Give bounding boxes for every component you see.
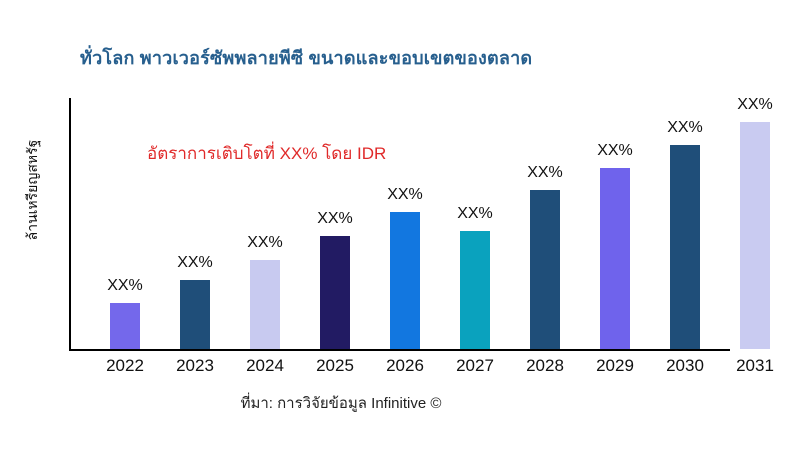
y-axis-line (69, 98, 71, 351)
bar-value-label-2023: XX% (177, 254, 213, 271)
x-tick-2026: 2026 (386, 356, 424, 375)
bar-2022 (110, 303, 140, 349)
bar-2031 (740, 122, 770, 349)
x-tick-2031: 2031 (736, 356, 774, 375)
x-tick-2027: 2027 (456, 356, 494, 375)
bar-2028 (530, 190, 560, 349)
x-tick-2029: 2029 (596, 356, 634, 375)
x-tick-2023: 2023 (176, 356, 214, 375)
bar-value-label-2027: XX% (457, 205, 493, 222)
bar-value-label-2026: XX% (387, 186, 423, 203)
bar-2023 (180, 280, 210, 349)
x-tick-2024: 2024 (246, 356, 284, 375)
bar-value-label-2029: XX% (597, 142, 633, 159)
bar-value-label-2025: XX% (317, 210, 353, 227)
bar-2030 (670, 145, 700, 349)
bar-2024 (250, 260, 280, 349)
bar-value-label-2022: XX% (107, 277, 143, 294)
bar-2027 (460, 231, 490, 349)
x-tick-2028: 2028 (526, 356, 564, 375)
x-tick-2025: 2025 (316, 356, 354, 375)
bar-2026 (390, 212, 420, 349)
x-tick-2022: 2022 (106, 356, 144, 375)
growth-rate-annotation: อัตราการเติบโตที่ XX% โดย IDR (147, 144, 387, 163)
bar-value-label-2024: XX% (247, 234, 283, 251)
source-note: ที่มา: การวิจัยข้อมูล Infinitive © (240, 395, 442, 412)
x-tick-2030: 2030 (666, 356, 704, 375)
bar-value-label-2030: XX% (667, 119, 703, 136)
bar-value-label-2028: XX% (527, 164, 563, 181)
x-axis-line (69, 349, 730, 351)
bar-value-label-2031: XX% (737, 96, 773, 113)
chart-title: ทั่วโลก พาวเวอร์ซัพพลายพีซี ขนาดและขอบเข… (80, 48, 533, 68)
y-axis-title: ล้านเหรียญสหรัฐ (24, 139, 40, 241)
bar-2025 (320, 236, 350, 349)
bar-2029 (600, 168, 630, 349)
